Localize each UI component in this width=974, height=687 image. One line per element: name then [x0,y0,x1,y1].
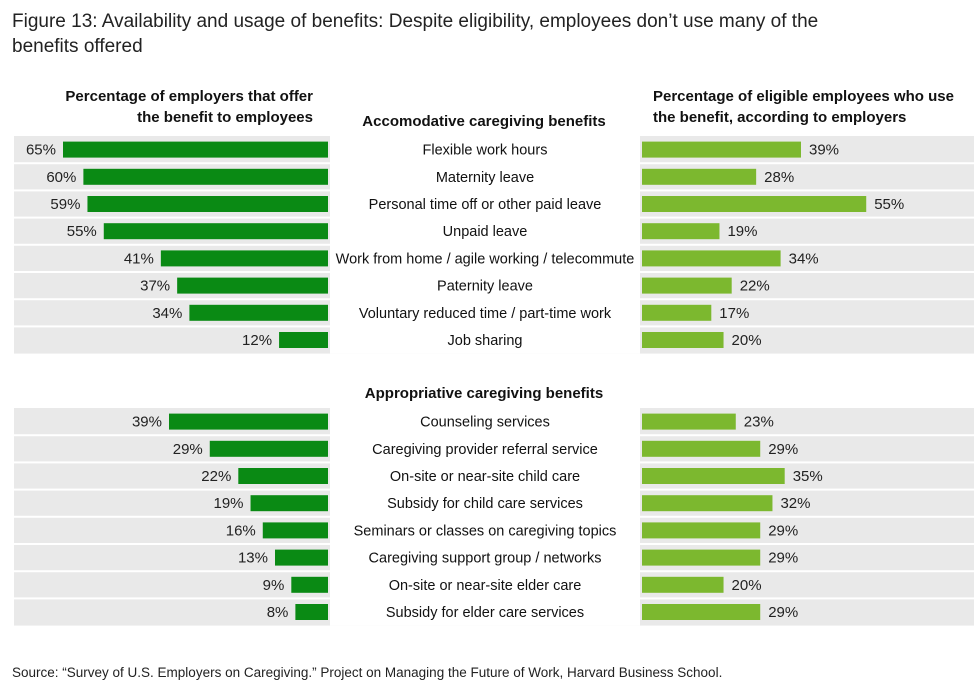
usage-value-label: 19% [727,223,757,240]
offer-value-label: 34% [152,305,182,322]
usage-bar [642,168,757,185]
source-note: Source: “Survey of U.S. Employers on Car… [12,665,722,680]
group-title-appropriative: Appropriative caregiving benefits [365,385,603,402]
offer-bar [250,495,328,512]
left-column-header-line-2: the benefit to employees [137,109,313,126]
usage-value-label: 29% [768,550,798,567]
figure-title-line-2: benefits offered [12,36,143,57]
usage-value-label: 17% [719,305,749,322]
offer-bar [295,604,328,620]
usage-bar [642,576,724,593]
category-label: Counseling services [420,415,550,431]
category-label: Maternity leave [436,170,534,186]
usage-bar [642,196,867,212]
category-label: Subsidy for elder care services [386,605,584,621]
offer-bar [238,468,328,484]
right-column-header-line-2: the benefit, according to employers [653,109,906,126]
usage-value-label: 35% [793,468,823,485]
usage-bar [642,141,801,158]
offer-bar [189,304,328,321]
offer-value-label: 9% [263,577,285,594]
category-column [330,408,640,626]
usage-bar [642,522,761,539]
offer-value-label: 37% [140,278,170,295]
category-label: Flexible work hours [423,143,548,159]
offer-value-label: 22% [201,468,231,485]
offer-value-label: 29% [173,441,203,458]
category-label: On-site or near-site elder care [389,578,582,594]
labels-layer: 65% 39% Flexible work hours 60% 28% Maternity… [26,142,904,621]
offer-bar [275,549,328,566]
category-label: Caregiving provider referral service [372,442,598,458]
offer-value-label: 55% [67,223,97,240]
usage-bar [642,549,761,566]
offer-value-label: 39% [132,414,162,431]
usage-value-label: 29% [768,522,798,539]
category-label: Seminars or classes on caregiving topics [354,523,617,539]
category-label: Job sharing [448,333,523,349]
category-label: Work from home / agile working / telecom… [336,251,635,267]
offer-bar [103,223,329,240]
category-label: Unpaid leave [443,224,528,240]
offer-bar [177,277,328,294]
group-title-accomodative: Accomodative caregiving benefits [362,113,605,130]
offer-value-label: 8% [267,604,289,621]
offer-bar [209,440,328,457]
usage-value-label: 29% [768,604,798,621]
category-label: On-site or near-site child care [390,469,580,485]
usage-bar [642,250,781,267]
figure-title-line-1: Figure 13: Availability and usage of ben… [12,11,818,32]
offer-bar [169,413,328,430]
usage-value-label: 55% [874,196,904,213]
usage-value-label: 28% [764,169,794,186]
usage-value-label: 39% [809,142,839,159]
offer-value-label: 60% [46,169,76,186]
usage-value-label: 20% [732,332,762,349]
category-label: Voluntary reduced time / part-time work [359,306,612,322]
left-column-header-line-1: Percentage of employers that offer [65,88,313,105]
offer-value-label: 65% [26,142,56,159]
usage-bar [642,277,732,294]
offer-bar [291,576,328,593]
usage-value-label: 20% [732,577,762,594]
offer-value-label: 16% [226,522,256,539]
usage-bar [642,495,773,512]
offer-bar [279,332,328,348]
category-label: Subsidy for child care services [387,496,583,512]
usage-value-label: 23% [744,414,774,431]
category-label: Personal time off or other paid leave [369,197,602,213]
usage-value-label: 34% [789,250,819,267]
usage-bar [642,223,720,240]
right-column-header-line-1: Percentage of eligible employees who use [653,88,954,105]
offer-bar [83,168,328,185]
usage-bar [642,440,761,457]
usage-value-label: 29% [768,441,798,458]
offer-value-label: 19% [214,495,244,512]
usage-bar [642,413,736,430]
usage-bar [642,304,712,321]
offer-bar [87,196,328,212]
offer-bar [262,522,328,539]
usage-bar [642,332,724,348]
offer-value-label: 41% [124,250,154,267]
offer-bar [63,141,328,158]
bars-layer [63,141,867,620]
usage-value-label: 22% [740,278,770,295]
category-label: Caregiving support group / networks [369,551,602,567]
offer-value-label: 59% [50,196,80,213]
offer-value-label: 12% [242,332,272,349]
category-label: Paternity leave [437,279,533,295]
offer-bar [160,250,328,267]
usage-bar [642,604,761,620]
offer-value-label: 13% [238,550,268,567]
usage-value-label: 32% [780,495,810,512]
row-bands [14,136,974,626]
category-column [330,136,640,354]
usage-bar [642,468,785,484]
